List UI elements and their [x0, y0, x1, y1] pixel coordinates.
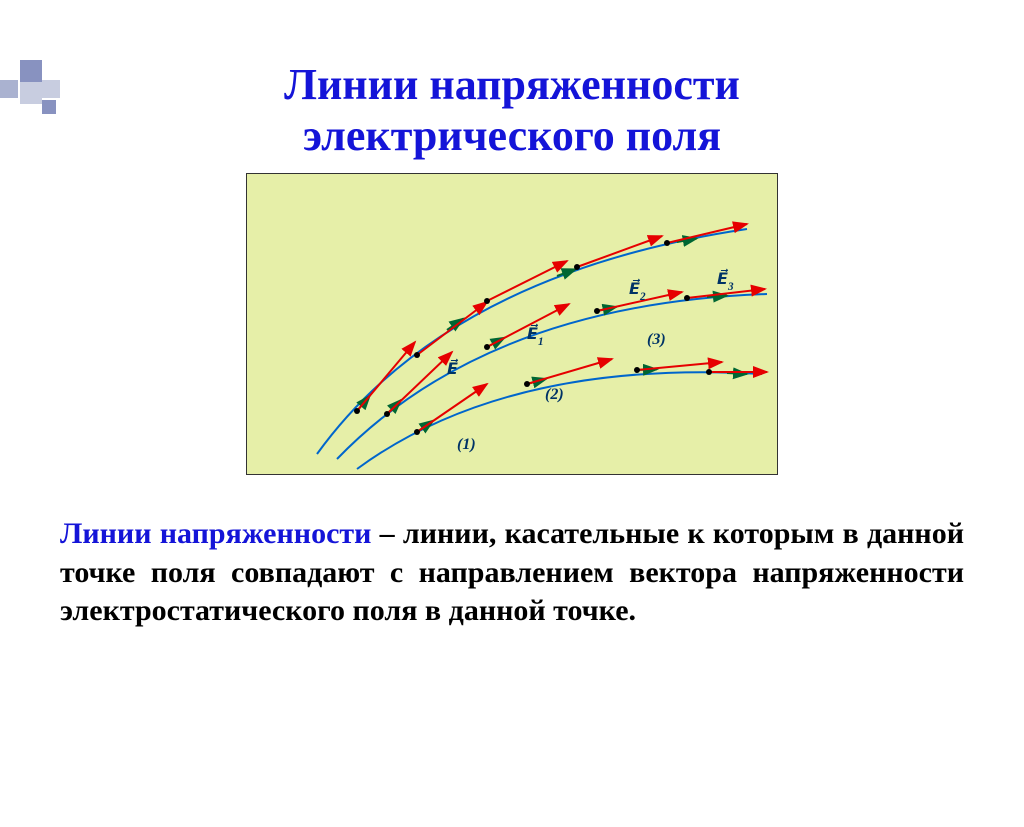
- svg-text:(3): (3): [647, 331, 666, 348]
- definition-term: Линии напряженности: [60, 517, 371, 550]
- corner-decoration: [0, 60, 90, 130]
- svg-text:(1): (1): [457, 436, 476, 453]
- field-lines-diagram: E⃗E⃗1E⃗2E⃗3(1)(2)(3): [246, 173, 778, 475]
- page-title: Линии напряженности электрического поля: [0, 60, 1024, 161]
- diagram-container: E⃗E⃗1E⃗2E⃗3(1)(2)(3): [0, 173, 1024, 475]
- svg-text:E⃗: E⃗: [447, 358, 458, 378]
- title-line2: электрического поля: [0, 111, 1024, 162]
- svg-text:(2): (2): [545, 386, 564, 403]
- title-line1: Линии напряженности: [0, 60, 1024, 111]
- definition-paragraph: Линии напряженности – линии, касательные…: [60, 515, 964, 630]
